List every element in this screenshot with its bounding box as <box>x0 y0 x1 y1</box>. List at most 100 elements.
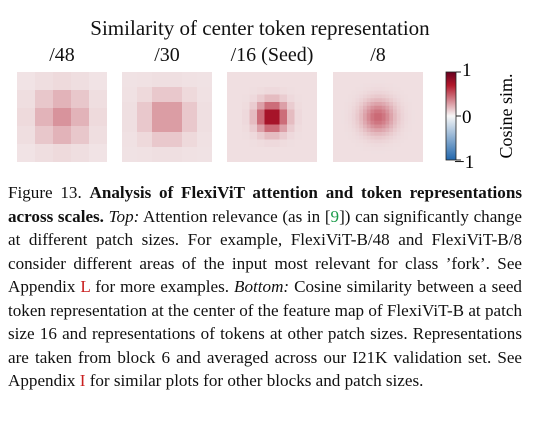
heatmap-cell <box>227 72 235 80</box>
heatmap-cell <box>137 117 153 133</box>
heatmap-cell <box>389 150 394 155</box>
heatmap-cell <box>351 98 356 103</box>
heatmap-cell <box>404 109 409 114</box>
heatmap-cell <box>381 113 386 118</box>
heatmap-cell <box>404 79 409 84</box>
heatmap-cell <box>366 105 371 110</box>
heatmap-cell <box>363 135 368 140</box>
heatmap-cell <box>385 79 390 84</box>
heatmap-cell <box>359 128 364 133</box>
citation-link-9[interactable]: 9 <box>330 206 340 226</box>
heatmap-cell <box>363 117 368 122</box>
heatmap-cell <box>370 158 375 162</box>
heatmap-cell <box>366 120 371 125</box>
heatmap-cell <box>389 79 394 84</box>
heatmap-cell <box>411 120 416 125</box>
heatmap-cell <box>400 83 405 88</box>
heatmap-cell <box>249 94 258 103</box>
heatmap-cell <box>359 87 364 92</box>
heatmap-cell <box>333 150 338 155</box>
heatmap-cell <box>411 94 416 99</box>
heatmap-cell <box>340 150 345 155</box>
heatmap-cell <box>359 143 364 148</box>
heatmap-cell <box>340 102 345 107</box>
heatmap-cell <box>340 135 345 140</box>
heatmap-cell <box>381 147 386 152</box>
heatmap-cell <box>53 108 72 127</box>
heatmap-cell <box>415 75 420 80</box>
heatmap-cell <box>333 83 338 88</box>
colorbar-tick-label-top: 1 <box>462 60 472 81</box>
heatmap-cell <box>370 150 375 155</box>
heatmap-cell <box>411 109 416 114</box>
heatmap-cell <box>242 109 250 118</box>
heatmap-cell <box>400 105 405 110</box>
heatmap-cell <box>279 102 288 110</box>
heatmap-cell <box>415 135 420 140</box>
heatmap-cell <box>351 72 356 77</box>
heatmap-cell <box>400 158 405 162</box>
heatmap-cell <box>122 102 138 118</box>
heatmap-cell <box>385 75 390 80</box>
heatmap-cell <box>351 135 356 140</box>
heatmap-cell <box>234 102 243 110</box>
heatmap-cell <box>340 72 345 77</box>
heatmap-cell <box>249 79 258 88</box>
heatmap-cell <box>363 75 368 80</box>
heatmap-cell <box>242 79 250 88</box>
heatmap-cell <box>374 105 379 110</box>
heatmap-cell <box>333 117 338 122</box>
heatmap-cell <box>152 147 168 162</box>
heatmap-cell <box>17 72 36 91</box>
heatmap-cell <box>389 117 394 122</box>
heatmap-cell <box>370 113 375 118</box>
heatmap-cell <box>381 94 386 99</box>
heatmap-cell <box>309 147 317 155</box>
heatmap-cell <box>344 105 349 110</box>
heatmap-cell <box>340 143 345 148</box>
heatmap-cell <box>389 120 394 125</box>
heatmap-cell <box>400 132 405 137</box>
heatmap-cell <box>366 102 371 107</box>
heatmap-cell <box>378 75 383 80</box>
heatmap-cell <box>344 79 349 84</box>
heatmap-cell <box>348 139 353 144</box>
heatmap-cell <box>381 135 386 140</box>
heatmap-cell <box>374 79 379 84</box>
heatmap-cell <box>408 113 413 118</box>
heatmap-cell <box>272 139 280 148</box>
appendix-link-i[interactable]: I <box>79 371 86 390</box>
heatmap-cell <box>408 154 413 159</box>
heatmap-cell <box>340 147 345 152</box>
heatmap-cell <box>17 126 36 145</box>
appendix-link-l[interactable]: L <box>80 277 91 296</box>
heatmap-cell <box>393 143 398 148</box>
heatmap-cell <box>355 94 360 99</box>
heatmap-cell <box>355 75 360 80</box>
heatmap-cell <box>359 113 364 118</box>
heatmap-cell <box>359 98 364 103</box>
heatmap-cell <box>374 120 379 125</box>
heatmap-cell <box>411 87 416 92</box>
heatmap-cell <box>396 147 401 152</box>
heatmap-cell <box>249 147 258 155</box>
heatmap-cell <box>348 128 353 133</box>
heatmap-cell <box>336 150 341 155</box>
heatmap-cell <box>355 79 360 84</box>
heatmap-cell <box>234 124 243 133</box>
heatmap-cell <box>279 109 288 118</box>
heatmap-cell <box>400 102 405 107</box>
heatmap-cell <box>122 132 138 148</box>
heatmap-cell <box>396 72 401 77</box>
heatmap-cell <box>344 120 349 125</box>
heatmap-cell <box>333 75 338 80</box>
heatmap-cell <box>351 132 356 137</box>
heatmap-cell <box>408 158 413 162</box>
heatmap-cell <box>404 105 409 110</box>
heatmap-cell <box>363 158 368 162</box>
heatmap-cell <box>374 143 379 148</box>
heatmap-cell <box>333 87 338 92</box>
heatmap-cell <box>344 154 349 159</box>
heatmap-cell <box>197 147 212 162</box>
heatmap-cell <box>415 158 420 162</box>
